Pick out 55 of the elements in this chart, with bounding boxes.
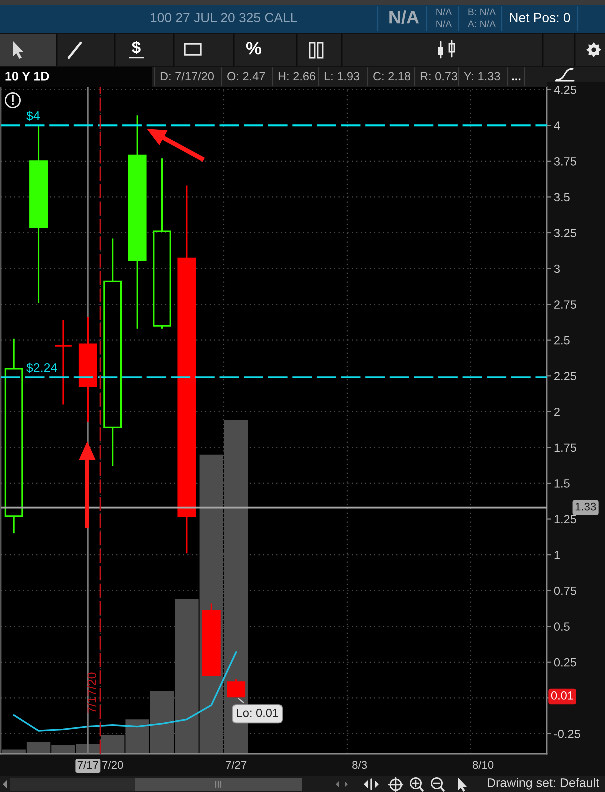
y-tick-label: 4.25	[554, 86, 576, 94]
candlestick	[178, 184, 196, 554]
x-tick-label: 8/10	[472, 760, 494, 770]
y-tick-label: 1.25	[554, 515, 576, 524]
chart-title: 10 Y 1D	[6, 72, 50, 81]
y-tick-label: 0.25	[554, 658, 576, 667]
y-tick-label: 3.75	[554, 157, 576, 166]
text: N/A	[436, 20, 452, 28]
text: Drawing set: Default	[488, 778, 600, 790]
text: ...	[512, 78, 521, 81]
y-tick-label: 3.25	[554, 229, 576, 238]
candlestick	[104, 238, 122, 468]
text: B: N/A	[468, 8, 496, 16]
ref-line-label: 1.33	[576, 502, 596, 511]
y-tick-label: 2.25	[554, 372, 576, 381]
y-tick-label: 3	[554, 264, 560, 274]
y-tick-label: -0.25	[554, 730, 580, 738]
x-tick-label: 8/3	[352, 760, 368, 770]
y-tick-label: 4	[554, 122, 560, 130]
y-tick-label: 1	[554, 551, 560, 560]
y-tick-label: 2.75	[554, 300, 576, 309]
ref-line-label: 7/17/20	[87, 672, 97, 714]
y-tick-label: 0.5	[554, 622, 570, 632]
y-tick-label: 2.5	[554, 336, 570, 345]
text: 100 27 JUL 20 325 CALL	[151, 13, 298, 23]
text: N/A	[436, 8, 452, 16]
text: R: 0.73	[420, 72, 458, 81]
text: O: 2.47	[228, 72, 266, 81]
candlestick	[78, 316, 98, 423]
candlestick	[128, 114, 147, 330]
text: L: 1.93	[324, 72, 360, 81]
candlestick	[30, 124, 48, 304]
y-tick-label: 3.5	[554, 193, 570, 202]
y-tick-label: 1.75	[554, 444, 576, 452]
x-tick-label: 7/27	[226, 760, 247, 770]
text: H: 2.66	[278, 72, 316, 81]
x-tick-label: 7/20	[102, 760, 124, 770]
text: N/A	[390, 10, 420, 24]
text: A: N/A	[468, 20, 496, 28]
text: $	[132, 40, 141, 55]
y-tick-label: 1.5	[554, 480, 570, 488]
ref-line-label: $4	[26, 111, 40, 122]
text: C: 2.18	[374, 72, 411, 81]
text: Y: 1.33	[464, 72, 500, 81]
text: %	[246, 42, 262, 55]
annotation: 0.01	[551, 692, 574, 700]
y-tick-label: 0.75	[554, 586, 576, 596]
y-tick-label: 2	[554, 408, 560, 416]
candlestick	[4, 338, 24, 534]
x-tick-label: 7/17	[78, 760, 98, 770]
text: Net Pos: 0	[510, 13, 570, 23]
ref-line-label: $2.24	[26, 362, 58, 374]
line-series	[13, 652, 238, 732]
text: D: 7/17/20	[160, 72, 214, 81]
annotation: Lo: 0.01	[237, 708, 278, 718]
